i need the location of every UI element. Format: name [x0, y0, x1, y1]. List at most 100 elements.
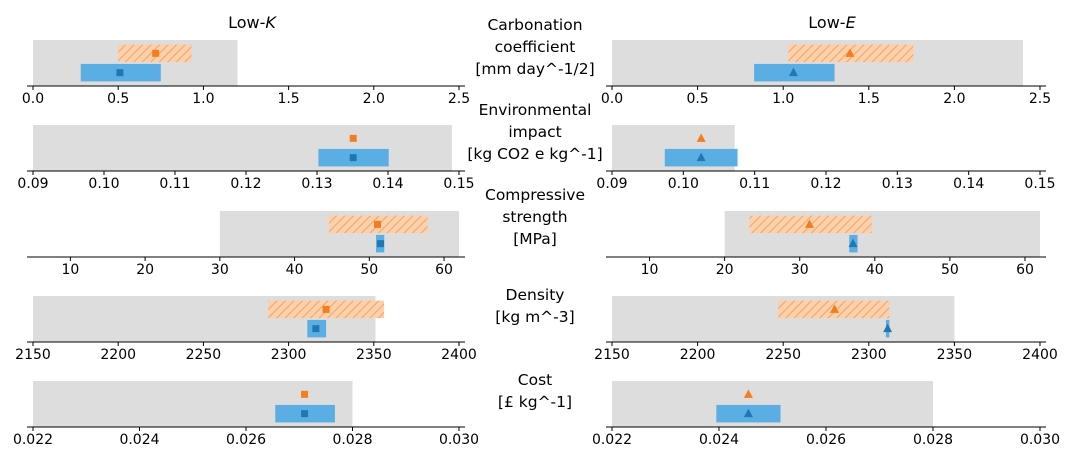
orange-marker [349, 134, 357, 142]
x-tick-label: 0.10 [668, 176, 699, 192]
panel-lowk-1: 0.09 0.10 0.11 0.12 0.13 0.14 0.15 [17, 125, 475, 192]
x-tick-label: 2300 [851, 347, 887, 363]
row-label-line: Cost [518, 371, 552, 389]
orange-marker [743, 389, 753, 398]
x-tick-label: 0.0 [601, 91, 623, 107]
x-tick-label: 0.5 [107, 91, 129, 107]
orange-marker [374, 220, 382, 228]
blue-marker [301, 410, 309, 418]
orange-marker [152, 49, 160, 57]
panel-lowk-0: 0.0 0.5 1.0 1.5 2.0 2.5 [22, 40, 470, 107]
row-label-line: [MPa] [513, 230, 557, 248]
orange-marker [804, 219, 814, 228]
x-tick-label: 2400 [1022, 347, 1058, 363]
row-label-line: [kg m^-3] [495, 308, 574, 326]
row-label-line: Carbonation [487, 16, 582, 34]
orange-marker [322, 305, 330, 313]
x-tick-label: 0.030 [1020, 432, 1060, 445]
x-tick-label: 0.026 [806, 432, 846, 445]
x-tick-label: 0.5 [686, 91, 708, 107]
x-tick-label: 0.024 [699, 432, 739, 445]
blue-marker [788, 67, 798, 77]
x-tick-label: 50 [360, 262, 378, 278]
row-label-1: Environmental impact [kg CO2 e kg^-1] [467, 101, 602, 163]
x-tick-label: 0.15 [443, 176, 474, 192]
x-tick-label: 0.022 [592, 432, 632, 445]
panel-lowe-4: 0.022 0.024 0.026 0.028 0.030 [592, 381, 1060, 448]
x-tick-label: 2250 [765, 347, 801, 363]
row-label-0: Carbonation coefficient [mm day^-1/2] [475, 16, 594, 78]
x-tick-label: 0.12 [230, 176, 261, 192]
x-tick-label: 1.0 [772, 91, 794, 107]
left-panel-title: Low-K [228, 13, 277, 32]
x-tick-label: 60 [435, 262, 453, 278]
x-tick-label: 0.15 [1024, 176, 1055, 192]
row-label-line: [mm day^-1/2] [475, 60, 594, 78]
x-tick-label: 2350 [356, 347, 392, 363]
x-tick-label: 1.0 [192, 91, 214, 107]
x-tick-label: 2.5 [448, 91, 470, 107]
x-tick-label: 0.028 [332, 432, 372, 445]
x-tick-label: 50 [941, 262, 959, 278]
right-panel-title: Low-E [808, 13, 856, 32]
x-tick-label: 0.11 [159, 176, 190, 192]
panels: 0.0 0.5 1.0 1.5 2.0 2.5 0.0 0.5 1.0 1.5 2.0 2.5 0.09… [13, 40, 1060, 448]
blue-marker [743, 408, 753, 418]
row-label-2: Compressive strength [MPa] [485, 186, 585, 248]
x-tick-label: 0.12 [810, 176, 841, 192]
row-label-4: Cost [£ kg^-1] [498, 371, 572, 411]
row-label-line: strength [502, 208, 567, 226]
x-tick-label: 30 [791, 262, 809, 278]
blue-marker [696, 152, 706, 162]
blue-marker [848, 238, 858, 248]
row-label-line: [kg CO2 e kg^-1] [467, 145, 602, 163]
orange-marker [301, 390, 309, 398]
x-tick-label: 0.10 [88, 176, 119, 192]
blue-marker [312, 325, 320, 333]
x-tick-label: 2200 [680, 347, 716, 363]
blue-marker [349, 154, 357, 162]
orange-marker [830, 304, 840, 313]
x-tick-label: 10 [641, 262, 659, 278]
blue-marker [116, 69, 124, 77]
x-tick-label: 2250 [186, 347, 222, 363]
x-tick-label: 2150 [594, 347, 630, 363]
row-label-line: impact [508, 123, 561, 141]
x-tick-label: 0.024 [119, 432, 159, 445]
x-tick-label: 1.5 [858, 91, 880, 107]
x-tick-label: 2.0 [363, 91, 385, 107]
range-band [33, 125, 452, 171]
row-label-3: Density [kg m^-3] [495, 286, 574, 326]
panel-lowe-0: 0.0 0.5 1.0 1.5 2.0 2.5 [601, 40, 1051, 107]
x-tick-label: 1.5 [277, 91, 299, 107]
x-tick-label: 2.5 [1029, 91, 1051, 107]
x-tick-label: 2.0 [943, 91, 965, 107]
x-tick-label: 40 [866, 262, 884, 278]
blue-marker [377, 240, 385, 248]
panel-lowk-3: 2150 2200 2250 2300 2350 2400 [15, 296, 477, 363]
x-tick-label: 0.14 [953, 176, 984, 192]
blue-marker [883, 323, 893, 333]
x-tick-label: 0.022 [13, 432, 53, 445]
x-tick-label: 2150 [15, 347, 51, 363]
panel-lowk-4: 0.022 0.024 0.026 0.028 0.030 [13, 381, 479, 448]
x-tick-label: 0.028 [913, 432, 953, 445]
panel-lowe-2: 10 20 30 40 50 60 [606, 211, 1046, 278]
x-tick-label: 0.026 [226, 432, 266, 445]
row-label-line: Compressive [485, 186, 585, 204]
x-tick-label: 0.030 [439, 432, 479, 445]
orange-marker [845, 48, 855, 57]
x-tick-label: 0.11 [739, 176, 770, 192]
x-tick-label: 60 [1016, 262, 1034, 278]
panel-lowk-2: 10 20 30 40 50 60 [27, 211, 465, 278]
x-tick-label: 10 [61, 262, 79, 278]
x-tick-label: 40 [286, 262, 304, 278]
x-tick-label: 0.13 [882, 176, 913, 192]
row-label-line: Environmental [479, 101, 592, 119]
row-labels: Carbonation coefficient [mm day^-1/2] Envir… [467, 16, 602, 411]
row-label-line: [£ kg^-1] [498, 393, 572, 411]
x-tick-label: 2200 [100, 347, 136, 363]
orange-marker [696, 133, 706, 142]
